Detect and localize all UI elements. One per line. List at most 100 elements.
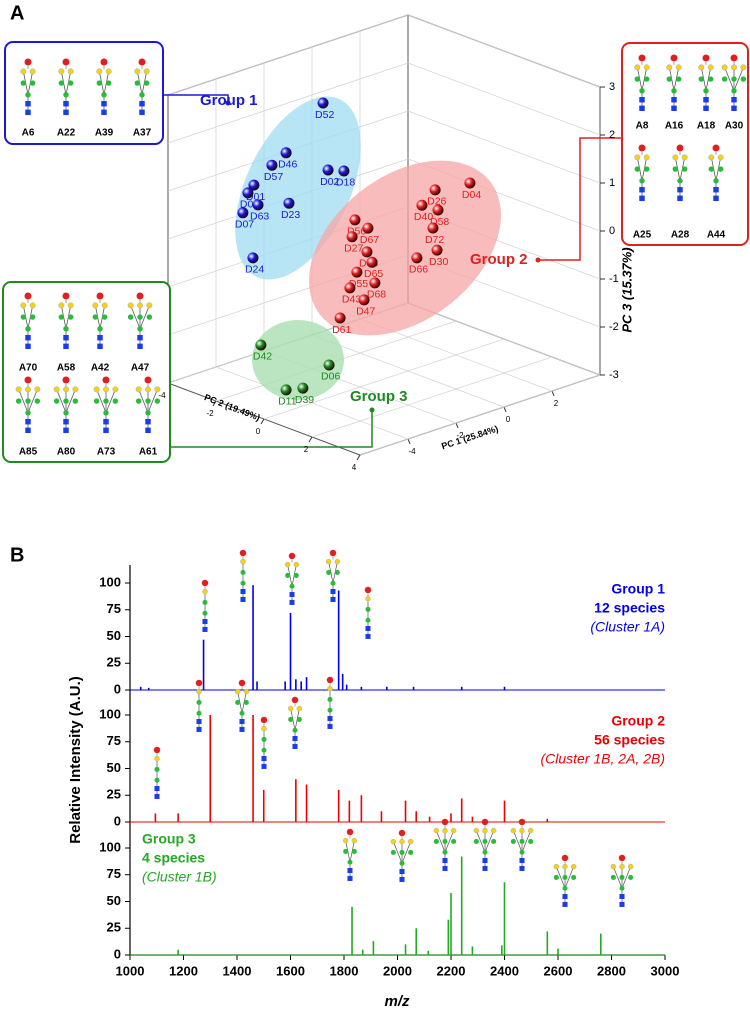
data-point <box>346 231 358 243</box>
data-point <box>362 222 374 234</box>
data-point <box>369 277 381 289</box>
galactose <box>137 302 143 309</box>
galactose <box>58 302 65 309</box>
z-tick-label: 2 <box>609 129 615 141</box>
sialic-acid <box>618 854 626 862</box>
y-tick-label: 0 <box>114 946 121 961</box>
glcnac <box>196 719 202 725</box>
y-tick-label: 100 <box>99 574 121 589</box>
glcnac <box>25 335 31 341</box>
x-tick-label: 1600 <box>276 963 305 978</box>
sialic-acid <box>398 829 406 837</box>
mannose <box>408 849 414 855</box>
mannose <box>67 80 74 86</box>
mannose <box>137 326 143 332</box>
data-point <box>266 159 278 171</box>
mannose <box>698 76 705 82</box>
glcnac <box>25 343 31 350</box>
sialic-acid <box>346 828 354 836</box>
point-label: D23 <box>281 209 300 221</box>
galactose <box>154 386 161 393</box>
mannose <box>202 599 208 605</box>
sialic-acid <box>144 376 152 384</box>
mannose <box>677 178 683 184</box>
glcnac <box>347 875 353 881</box>
z-tick-label: -1 <box>609 273 619 285</box>
mannose <box>491 838 497 844</box>
mannose <box>101 314 108 320</box>
connector <box>538 137 622 261</box>
y-tick-label: -2 <box>206 409 214 418</box>
x-tick-label: 0 <box>506 415 511 424</box>
sialic-acid <box>24 292 32 300</box>
glycan-bond <box>621 866 631 889</box>
glcnac <box>97 335 103 341</box>
glycan-bond <box>139 305 150 329</box>
structure-label: A25 <box>633 230 652 241</box>
mannose <box>433 838 439 844</box>
glcnac <box>562 894 568 900</box>
galactose <box>399 838 405 845</box>
mannose <box>58 314 65 320</box>
data-point <box>429 184 441 196</box>
galactose <box>708 154 715 161</box>
glycan-icon <box>510 818 534 871</box>
mannose <box>53 398 60 404</box>
structure-label: A22 <box>57 128 76 139</box>
data-point <box>334 312 346 324</box>
glcnac <box>482 858 488 864</box>
y-tick-label: 100 <box>99 839 121 854</box>
galactose <box>519 827 525 834</box>
glcnac <box>482 865 488 871</box>
structure-label: A85 <box>19 447 38 458</box>
sialic-acid <box>138 58 146 66</box>
glycan-bond <box>476 830 486 853</box>
glycan-bond <box>65 389 76 413</box>
mannose <box>134 80 141 86</box>
x-tick-label: 1000 <box>116 963 145 978</box>
series-note: (Cluster 1B) <box>142 869 217 885</box>
mannose <box>243 699 249 705</box>
galactose <box>351 837 358 844</box>
series-name: Group 3 <box>142 831 196 847</box>
cluster-ellipse <box>252 320 344 400</box>
galactose <box>390 838 397 845</box>
mannose <box>351 848 357 854</box>
galactose <box>34 386 41 393</box>
galactose <box>196 688 202 695</box>
glcnac <box>619 894 625 900</box>
galactose <box>482 827 488 834</box>
y-tick-label: 50 <box>107 893 121 908</box>
mannose <box>288 716 294 722</box>
galactose <box>490 827 497 834</box>
galactose <box>143 68 150 75</box>
glycan-bond <box>96 389 107 413</box>
mannose <box>553 874 559 880</box>
mannose <box>196 710 202 716</box>
galactose <box>342 837 349 844</box>
y-tick-label: 75 <box>107 733 121 748</box>
data-point <box>242 187 254 199</box>
mannose <box>139 92 145 98</box>
data-point <box>322 164 334 176</box>
galactose <box>562 863 568 870</box>
data-point <box>280 147 292 159</box>
data-point <box>255 339 267 351</box>
galactose <box>570 863 577 870</box>
sialic-acid <box>326 676 334 684</box>
glycan-icon <box>127 292 153 350</box>
glcnac <box>639 105 645 112</box>
data-point <box>432 204 444 216</box>
glcnac <box>154 786 160 792</box>
mannose <box>127 314 134 320</box>
glcnac <box>63 101 69 107</box>
structure-label: A28 <box>671 230 690 241</box>
point-label: D72 <box>425 234 444 246</box>
glycan-icon <box>15 376 41 434</box>
sialic-acid <box>136 292 144 300</box>
mannose <box>105 80 112 86</box>
glcnac <box>671 105 677 112</box>
axis-title: PC 1 (25.84%) <box>440 424 499 452</box>
glcnac <box>289 599 295 605</box>
